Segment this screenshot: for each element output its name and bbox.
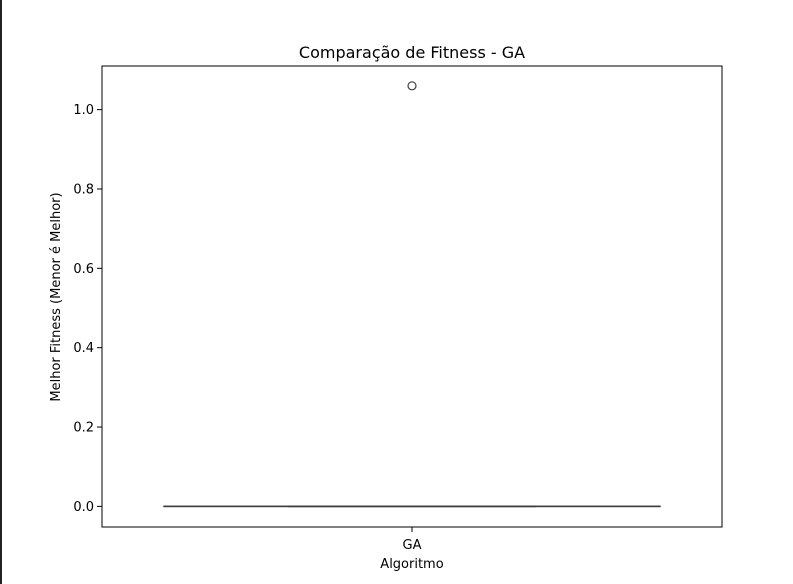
y-axis: 0.0 0.2 0.4 0.6 0.8 1.0 [73,103,102,515]
y-tick-label: 0.4 [73,341,94,356]
y-tick-label: 0.6 [73,262,94,277]
y-axis-label: Melhor Fitness (Menor é Melhor) [49,192,64,401]
y-tick-label: 0.0 [73,500,94,515]
window-left-edge [0,0,2,584]
y-tick-label: 0.2 [73,421,94,436]
x-axis: GA [403,527,422,553]
x-tick-label: GA [403,538,422,553]
y-tick-label: 0.8 [73,182,94,197]
outlier-point [407,81,417,91]
y-tick-label: 1.0 [73,103,94,118]
plot-area [163,81,661,508]
chart-title: Comparação de Fitness - GA [299,43,525,62]
x-axis-label: Algoritmo [380,557,443,572]
axes-frame [101,65,723,528]
